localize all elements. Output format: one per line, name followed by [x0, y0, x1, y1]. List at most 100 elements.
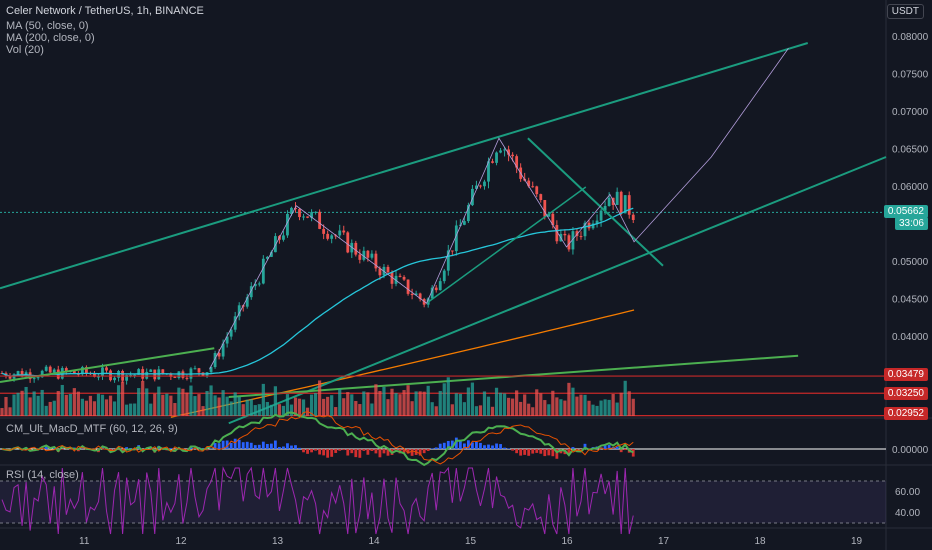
candle-body [245, 297, 249, 307]
volume-bar [567, 382, 571, 416]
macd [1, 411, 635, 467]
volume-bar [189, 385, 193, 416]
candle-body [310, 212, 313, 218]
candle-body [398, 275, 402, 277]
macd-zero-label: 0.00000 [892, 445, 929, 456]
volume-bar [197, 394, 201, 416]
macd-histogram-bar [487, 444, 490, 449]
macd-histogram-bar [269, 443, 273, 449]
macd-histogram-bar [338, 449, 342, 451]
rsi-band [0, 481, 886, 523]
macd-histogram-bar [454, 437, 458, 449]
macd-histogram-bar [422, 449, 426, 454]
volume-bar [490, 406, 495, 416]
price-tick-label: 0.07000 [892, 107, 929, 118]
candle-body [471, 188, 474, 206]
candle-body [535, 186, 539, 195]
macd-histogram-bar [475, 441, 478, 449]
macd-histogram-bar [221, 440, 225, 449]
macd-histogram-bar [543, 449, 547, 457]
volume-bar [269, 404, 273, 416]
volume-bar [201, 406, 205, 416]
macd-histogram-bar [374, 449, 378, 454]
macd-histogram-bar [205, 449, 209, 451]
volume-bar [623, 380, 627, 416]
macd-histogram-bar [286, 443, 289, 449]
upper-channel-line [0, 42, 809, 290]
volume-bar [511, 398, 515, 416]
time-tick-label: 11 [79, 536, 90, 547]
macd-histogram-bar [450, 440, 454, 449]
candle-body [233, 316, 237, 330]
candle-body [32, 378, 36, 380]
volume-bar [318, 380, 322, 416]
volume-bar [350, 394, 354, 416]
volume-bar [418, 391, 422, 416]
volume-bar [591, 404, 595, 416]
candle-body [454, 225, 458, 252]
candle-body [591, 223, 595, 229]
candle-body [177, 371, 181, 378]
candle-body [290, 207, 293, 214]
macd-label: CM_Ult_MacD_MTF (60, 12, 26, 9) [6, 423, 178, 435]
price-tick-label: 0.04500 [892, 295, 929, 306]
candle-body [273, 236, 277, 253]
macd-histogram-bar [68, 449, 72, 450]
volume-bar [466, 387, 470, 416]
candle-body [418, 293, 422, 300]
vol-label: Vol (20) [6, 44, 44, 56]
macd-histogram-bar [302, 449, 305, 453]
candle-body [631, 214, 635, 220]
macd-histogram-bar [358, 449, 362, 458]
candle-body [326, 233, 330, 239]
candle-body [298, 209, 301, 218]
volume-bar [125, 404, 129, 416]
candle-body [109, 370, 112, 381]
volume-bar [120, 381, 125, 416]
macd-histogram-bar [241, 442, 245, 449]
volume-bar [494, 387, 499, 416]
macd-histogram-bar [257, 444, 261, 449]
candle-body [257, 283, 261, 285]
macd-histogram-bar [527, 449, 531, 456]
volume-bar [358, 404, 362, 416]
volume-bar [233, 392, 237, 416]
volume-bar [498, 392, 503, 416]
volume-bar [426, 385, 430, 416]
macd-histogram-bar [503, 447, 506, 449]
volume-bar [338, 388, 342, 416]
volume-bar [527, 403, 531, 416]
candle-body [462, 221, 466, 225]
macd-histogram-bar [282, 446, 285, 449]
macd-histogram-bar [265, 443, 269, 449]
currency-button[interactable]: USDT [886, 4, 924, 19]
ma50-label: MA (50, close, 0) [6, 20, 89, 32]
candle-body [551, 213, 555, 226]
candle-body [366, 250, 370, 258]
volume-bar [382, 386, 386, 416]
candle-body [362, 250, 366, 260]
volume-bar [217, 397, 221, 416]
ma200-label: MA (200, close, 0) [6, 32, 95, 44]
volume-bar [265, 401, 269, 416]
volume-bar [169, 395, 173, 416]
volume-bar [394, 392, 398, 416]
volume-bar [607, 399, 611, 416]
macd-histogram-bar [346, 449, 350, 456]
volume-bar [76, 391, 80, 416]
macd-histogram-bar [330, 449, 334, 457]
candle-body [253, 283, 257, 287]
candle-body [623, 195, 627, 214]
volume-bar [173, 403, 177, 416]
macd-histogram-bar [583, 443, 587, 449]
time-tick-label: 13 [272, 536, 284, 547]
macd-histogram-bar [551, 449, 555, 457]
level-tag-3: 0.02952 [883, 407, 928, 420]
volume-bar [137, 388, 141, 416]
macd-histogram-bar [310, 449, 313, 453]
volume-bar [442, 383, 446, 416]
symbol-title: Celer Network / TetherUS, 1h, BINANCE [6, 5, 204, 17]
candle-body [539, 194, 543, 201]
candle-body [607, 197, 611, 207]
